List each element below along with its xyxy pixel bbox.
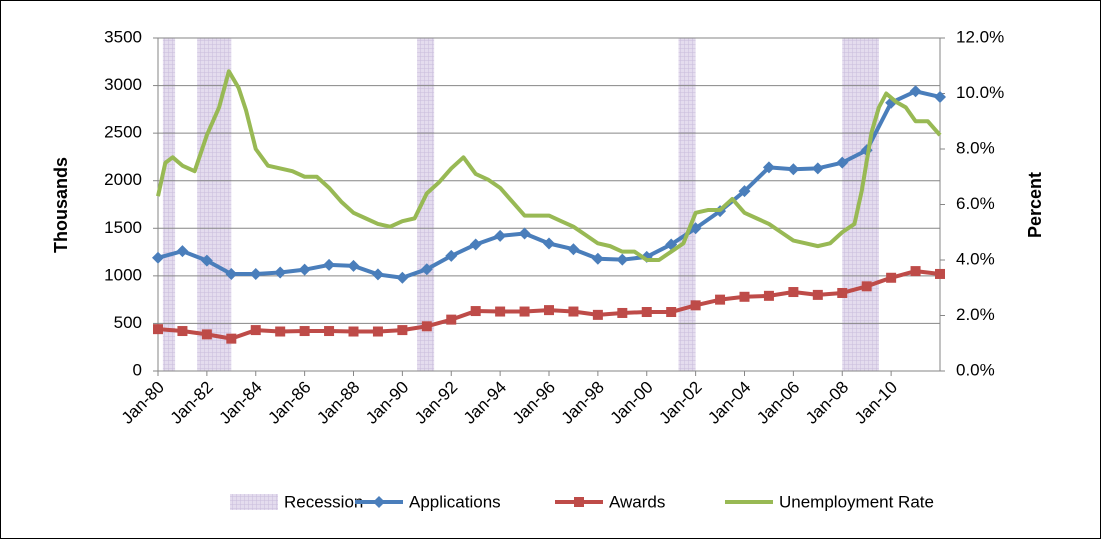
marker xyxy=(225,267,238,280)
legend-label: Awards xyxy=(609,492,665,511)
marker xyxy=(347,259,360,272)
y-tick-label: 1500 xyxy=(104,218,142,237)
marker xyxy=(762,161,775,174)
marker xyxy=(299,326,310,337)
marker xyxy=(470,306,481,317)
marker xyxy=(226,333,237,344)
marker xyxy=(275,326,286,337)
marker xyxy=(544,305,554,316)
marker xyxy=(469,238,482,251)
marker xyxy=(348,326,359,337)
marker xyxy=(249,267,262,280)
recession-band xyxy=(678,38,696,371)
marker xyxy=(787,163,800,176)
y-tick-label: 2500 xyxy=(104,123,142,142)
marker xyxy=(152,251,164,264)
marker xyxy=(690,300,701,311)
recession-band xyxy=(417,38,435,371)
marker xyxy=(420,263,433,276)
y-tick-label: 500 xyxy=(114,313,142,332)
marker xyxy=(200,254,213,267)
marker xyxy=(910,266,921,277)
marker xyxy=(201,329,212,340)
marker xyxy=(837,287,848,298)
marker xyxy=(591,252,604,265)
y-tick-label: 3500 xyxy=(104,27,142,46)
marker xyxy=(396,271,409,284)
y2-tick-label: 10.0% xyxy=(956,83,1004,102)
marker xyxy=(574,497,584,507)
marker xyxy=(617,307,628,318)
marker xyxy=(788,287,799,298)
marker xyxy=(543,237,555,250)
marker xyxy=(715,294,726,305)
marker xyxy=(909,85,922,98)
marker xyxy=(177,326,188,337)
marker xyxy=(641,307,652,318)
marker xyxy=(495,306,506,317)
marker xyxy=(935,268,945,279)
y-tick-label: 2000 xyxy=(104,170,142,189)
marker xyxy=(666,307,677,318)
marker xyxy=(445,249,458,262)
y2-tick-label: 2.0% xyxy=(956,305,995,324)
marker xyxy=(886,272,897,283)
y2-tick-label: 0.0% xyxy=(956,360,995,379)
marker xyxy=(250,325,261,336)
marker xyxy=(421,321,432,332)
marker xyxy=(811,162,824,175)
marker xyxy=(519,306,530,317)
marker xyxy=(397,325,408,336)
marker xyxy=(518,227,531,240)
y-tick-label: 3000 xyxy=(104,75,142,94)
y2-tick-label: 6.0% xyxy=(956,194,995,213)
marker xyxy=(323,258,336,271)
y2-tick-label: 12.0% xyxy=(956,27,1004,46)
legend-swatch xyxy=(230,494,278,510)
marker xyxy=(153,324,163,335)
marker xyxy=(373,496,385,508)
marker xyxy=(567,243,580,256)
marker xyxy=(739,291,750,302)
marker xyxy=(592,309,603,320)
series-line xyxy=(156,69,942,262)
marker xyxy=(616,253,629,266)
marker xyxy=(763,290,774,301)
legend-label: Recession xyxy=(284,492,363,511)
y-tick-label: 1000 xyxy=(104,265,142,284)
marker xyxy=(176,245,189,258)
recession-band xyxy=(197,38,232,371)
legend-label: Unemployment Rate xyxy=(779,492,934,511)
marker xyxy=(324,326,335,337)
marker xyxy=(298,263,311,276)
y2-axis-title: Percent xyxy=(1025,172,1045,238)
legend-label: Applications xyxy=(409,492,501,511)
marker xyxy=(568,306,579,317)
marker xyxy=(934,90,946,103)
marker xyxy=(836,156,849,169)
y2-tick-label: 8.0% xyxy=(956,138,995,157)
marker xyxy=(371,268,384,281)
marker xyxy=(372,326,383,337)
recession-band xyxy=(162,38,176,371)
y2-tick-label: 4.0% xyxy=(956,249,995,268)
marker xyxy=(494,229,507,242)
marker xyxy=(446,314,457,325)
marker xyxy=(274,266,287,279)
marker xyxy=(738,185,751,198)
marker xyxy=(861,281,872,292)
marker xyxy=(812,289,823,300)
y-axis-title: Thousands xyxy=(51,157,71,253)
y-tick-label: 0 xyxy=(133,360,142,379)
